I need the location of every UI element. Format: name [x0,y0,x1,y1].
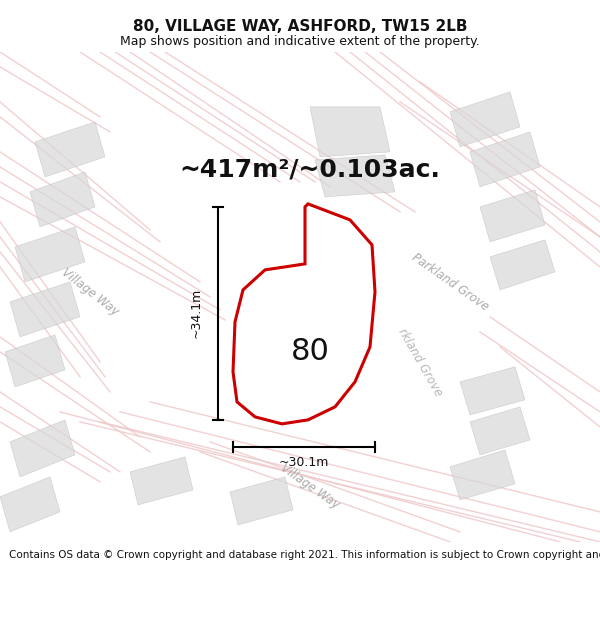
Polygon shape [460,367,525,415]
Polygon shape [10,420,75,477]
Text: rkland Grove: rkland Grove [395,326,445,398]
Polygon shape [480,190,545,242]
Polygon shape [35,122,105,177]
Polygon shape [490,240,555,290]
Polygon shape [233,204,375,424]
Text: Village Way: Village Way [59,266,121,318]
Polygon shape [15,227,85,282]
Text: 80, VILLAGE WAY, ASHFORD, TW15 2LB: 80, VILLAGE WAY, ASHFORD, TW15 2LB [133,19,467,34]
Text: Parkland Grove: Parkland Grove [409,251,491,313]
Text: Map shows position and indicative extent of the property.: Map shows position and indicative extent… [120,35,480,48]
Text: Contains OS data © Crown copyright and database right 2021. This information is : Contains OS data © Crown copyright and d… [9,550,600,560]
Polygon shape [470,132,540,187]
Text: 80: 80 [290,338,329,366]
Polygon shape [230,477,293,525]
Text: ~417m²/~0.103ac.: ~417m²/~0.103ac. [179,158,440,182]
Polygon shape [450,450,515,500]
Text: ~30.1m: ~30.1m [279,456,329,469]
Polygon shape [0,477,60,532]
Polygon shape [310,107,390,157]
Polygon shape [315,155,395,197]
Polygon shape [5,335,65,387]
Polygon shape [30,172,95,227]
Polygon shape [450,92,520,147]
Polygon shape [130,457,193,505]
Polygon shape [10,282,80,337]
Text: ~34.1m: ~34.1m [190,288,203,339]
Text: Village Way: Village Way [278,462,342,512]
Polygon shape [470,407,530,455]
